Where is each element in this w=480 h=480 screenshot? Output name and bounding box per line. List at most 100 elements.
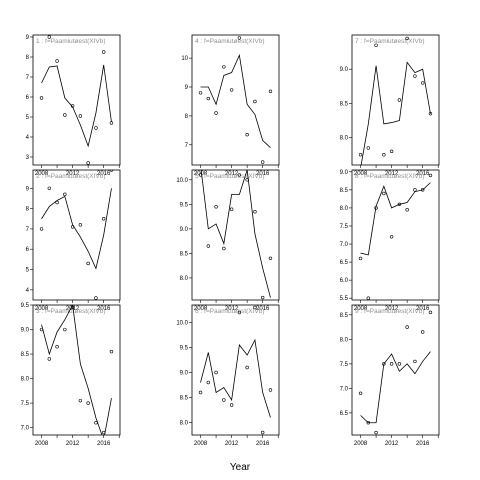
data-point [253,305,257,310]
y-tick-label: 8.5 [180,251,189,257]
y-tick-label: 8.5 [21,352,30,358]
y-tick-label: 8.5 [340,188,349,194]
y-tick-label: 4 [26,135,30,141]
y-tick-label: 7.0 [340,386,349,392]
data-point [428,111,433,116]
data-point [382,362,386,366]
data-point [109,349,114,354]
y-tick-label: 5 [26,268,30,274]
data-point [358,391,363,396]
x-tick-label: 2008 [354,171,368,177]
panel-strip-label: 2 : f=Paamiutøest(XIVb) [36,173,106,180]
x-tick-label: 2008 [194,441,208,447]
x-tick-label: 2016 [97,306,111,312]
y-tick-label: 6 [26,247,30,253]
data-point [55,344,59,349]
data-point [413,188,417,192]
y-tick-label: 9.0 [340,170,349,176]
fit-line [41,305,112,435]
panel-frame [32,304,121,436]
y-tick-label: 5.5 [340,296,349,302]
fit-line [360,182,431,256]
data-point [78,398,83,403]
fit-line [200,53,271,148]
fit-line [360,61,431,165]
y-tick-label: 9.5 [180,346,189,352]
panel-strip-label: 4 : f=Paamiutøest(XIVb) [195,38,265,45]
y-tick-label: 8.0 [340,206,349,212]
panel-strip-label: 1 : f=Paamiutøest(XIVb) [36,38,106,45]
data-point [47,186,52,190]
y-tick-label: 7 [185,143,189,149]
y-tick-label: 6.0 [340,278,349,284]
x-tick-label: 2012 [385,171,399,177]
data-point [268,256,273,261]
y-tick-label: 6.5 [340,260,349,266]
y-tick-label: 10.0 [176,178,188,184]
data-point [206,96,211,101]
y-tick-label: 7.0 [340,242,349,248]
x-tick-label: 2008 [354,441,368,447]
data-point [70,305,75,310]
y-tick-label: 8.0 [21,377,30,383]
data-point [78,223,83,227]
data-point [428,173,433,178]
x-tick-label: 2012 [225,441,239,447]
x-axis-title: Year [230,462,251,473]
panel-frame [191,169,280,301]
data-point [366,146,371,150]
panel-frame [351,34,440,166]
panel-strip-label: 5 : f=Paamiutøest(XIVb) [195,173,265,180]
data-point [198,173,203,177]
y-tick-label: 8.0 [180,276,189,282]
x-tick-label: 2012 [225,306,239,312]
y-tick-label: 7 [26,75,30,81]
y-tick-label: 9 [26,186,30,192]
x-tick-label: 2016 [416,306,430,312]
panel-2: 4 : f=Paamiutøest(XIVb) 7 8 9 10 2008 2012 2016 [181,34,280,177]
panel-4: 2 : f=Paamiutøest(XIVb) 4 5 6 7 8 9 2008 2012 201… [26,169,121,312]
y-tick-label: 4 [26,288,30,294]
data-point [222,398,226,402]
x-tick-label: 2012 [66,171,80,177]
data-point [237,310,242,315]
y-tick-label: 8.0 [340,136,349,142]
x-tick-label: 2016 [416,171,430,177]
data-point [374,43,378,47]
data-point [268,89,273,94]
data-point [420,188,425,192]
data-point [101,217,106,221]
data-point [374,206,378,210]
panel-strip-label: 7 : f=Paamiutøest(XIVb) [355,38,425,45]
data-point [237,36,242,40]
data-point [94,421,98,425]
data-point [198,390,203,395]
panel-frame [191,34,280,166]
y-tick-label: 10 [181,56,188,62]
x-tick-label: 2012 [225,171,239,177]
panel-strip-label: 3 : f=Paamiutøest(XIVb) [36,308,106,315]
x-tick-label: 2016 [416,441,430,447]
panel-7: 3 : f=Paamiutøest(XIVb) 7.0 7.5 8.0 8.5 9.0 9.… [21,303,121,447]
data-point [260,160,265,164]
y-tick-label: 7 [26,227,30,233]
data-point [260,430,265,435]
y-tick-label: 8.0 [180,421,189,427]
y-tick-label: 7.5 [340,224,349,230]
data-point [397,98,402,102]
panel-frame [351,169,440,301]
data-point [405,325,409,329]
data-point [86,401,90,405]
data-point [389,362,394,366]
y-tick-label: 7.5 [21,401,30,407]
panel-frame [191,304,280,436]
panel-strip-label: 8 : f=Paamiutøest(XIVb) [355,173,425,180]
data-point [214,205,218,209]
fit-line [200,170,271,298]
data-point [39,96,44,100]
data-point [245,132,249,137]
panel-6: 8 : f=Paamiutøest(XIVb) 5.5 6.0 6.5 7.0 7.5 8.… [340,169,440,312]
data-point [78,114,83,118]
panel-1: 1 : f=Paamiutøest(XIVb) 3 4 5 6 7 8 9 2008 2012 20… [26,34,121,177]
